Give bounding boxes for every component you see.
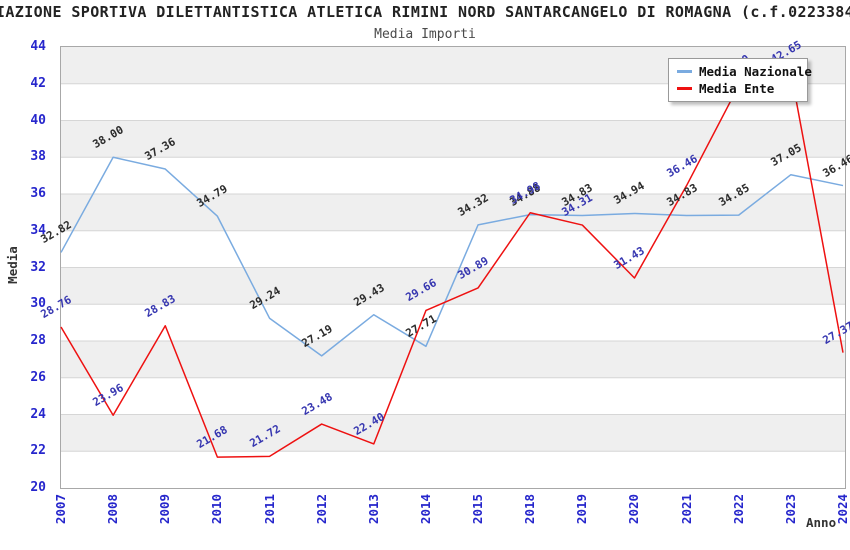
y-tick-label: 28: [30, 333, 46, 348]
y-tick-label: 26: [30, 369, 46, 385]
y-tick-label: 44: [30, 39, 46, 54]
x-axis-title: Anno: [806, 515, 837, 530]
x-tick-label: 2009: [157, 493, 173, 525]
series-line-1: [60, 71, 844, 458]
y-tick-label: 42: [30, 75, 46, 91]
legend-item-0: Media Nazionale: [677, 64, 812, 79]
x-tick-label: 2024: [835, 493, 850, 525]
y-tick-label: 20: [30, 480, 46, 495]
y-tick-label: 32: [30, 259, 46, 275]
x-tick-label: 2021: [678, 493, 694, 525]
x-tick-label: 2019: [574, 493, 590, 525]
x-tick-label: 2023: [782, 493, 798, 525]
x-tick-label: 2012: [313, 493, 329, 525]
x-tick-label: 2008: [105, 493, 121, 525]
legend-label: Media Nazionale: [699, 64, 812, 79]
x-tick-label: 2022: [730, 493, 746, 525]
y-tick-label: 34: [30, 222, 46, 238]
y-tick-label: 30: [30, 296, 46, 312]
legend-label: Media Ente: [699, 81, 775, 96]
x-tick-label: 2013: [365, 493, 381, 525]
legend: Media Nazionale Media Ente: [668, 58, 812, 102]
plot-area: 32.82 38.00 37.36 34.79 29.24 27.19 29.43 27.71…: [39, 38, 850, 489]
plot-canvas: [60, 71, 845, 458]
chart-title: OCIAZIONE SPORTIVA DILETTANTISTICA ATLET…: [0, 3, 850, 21]
y-tick-label: 24: [30, 406, 46, 422]
y-tick-label: 38: [30, 149, 46, 165]
x-tick-label: 2018: [522, 493, 538, 525]
legend-swatch-icon: [677, 70, 692, 73]
x-tick-label: 2020: [626, 493, 642, 525]
series-line-0: [60, 156, 844, 357]
x-tick-label: 2010: [209, 493, 225, 525]
x-tick-label: 2007: [53, 493, 68, 525]
y-tick-label: 22: [30, 443, 46, 459]
x-tick-label: 2014: [417, 493, 433, 525]
x-tick-label: 2015: [470, 493, 486, 525]
legend-item-1: Media Ente: [677, 81, 799, 96]
legend-swatch-icon: [677, 87, 692, 90]
y-tick-label: 36: [30, 186, 46, 201]
y-tick-label: 40: [30, 112, 46, 128]
chart-subtitle: Media Importi: [374, 27, 476, 42]
x-tick-label: 2011: [261, 493, 277, 525]
chart-title-row: OCIAZIONE SPORTIVA DILETTANTISTICA ATLET…: [0, 2, 850, 22]
